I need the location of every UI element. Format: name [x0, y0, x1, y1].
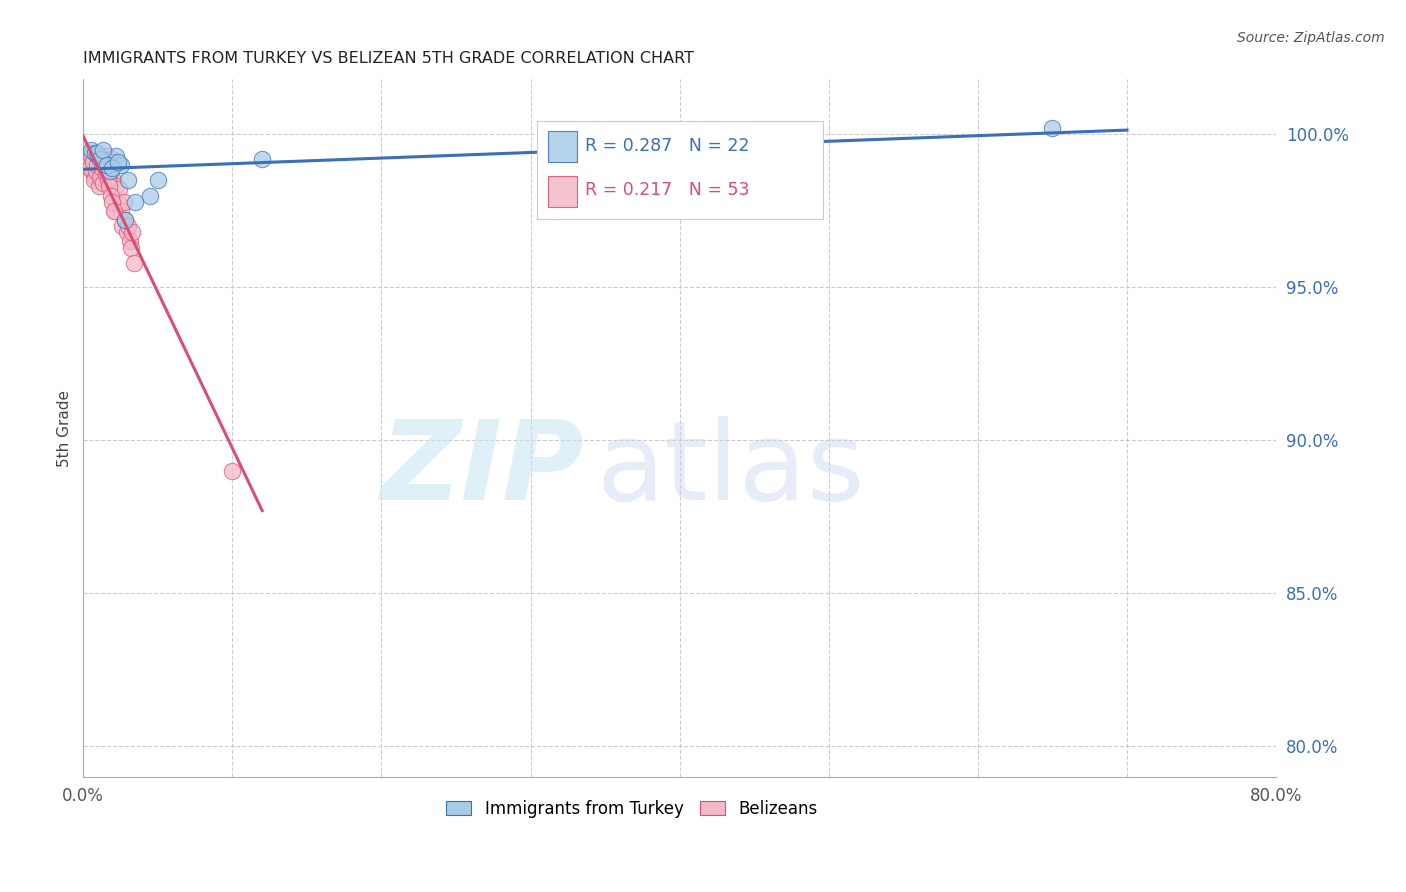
Point: [108, 182, 131, 196]
Point: [87, 179, 110, 194]
Point: [121, 225, 143, 239]
Point: [250, 152, 273, 166]
Point: [122, 256, 145, 270]
Point: [100, 161, 122, 175]
Point: [89, 149, 111, 163]
Text: IMMIGRANTS FROM TURKEY VS BELIZEAN 5TH GRADE CORRELATION CHART: IMMIGRANTS FROM TURKEY VS BELIZEAN 5TH G…: [83, 51, 695, 66]
Point: [90, 173, 112, 187]
Point: [105, 179, 128, 194]
Point: [82, 164, 104, 178]
Point: [84, 170, 107, 185]
Point: [114, 213, 136, 227]
Point: [77, 155, 100, 169]
Point: [96, 167, 118, 181]
Point: [110, 158, 132, 172]
Point: [84, 145, 107, 160]
Point: [114, 213, 136, 227]
Y-axis label: 5th Grade: 5th Grade: [58, 390, 72, 467]
Point: [94, 158, 117, 172]
Point: [86, 145, 108, 160]
Point: [93, 167, 115, 181]
Point: [117, 173, 139, 187]
Point: [86, 158, 108, 172]
Point: [107, 155, 129, 169]
Point: [1042, 121, 1064, 136]
Point: [101, 155, 124, 169]
Point: [75, 158, 97, 172]
Point: [94, 155, 117, 169]
Point: [84, 164, 107, 178]
Point: [80, 149, 103, 163]
Point: [80, 145, 103, 160]
Point: [115, 225, 138, 239]
Point: [90, 161, 112, 175]
Point: [89, 152, 111, 166]
Point: [76, 149, 98, 163]
Point: [105, 149, 128, 163]
Point: [107, 194, 129, 209]
Point: [112, 194, 135, 209]
Point: [91, 143, 114, 157]
Point: [221, 464, 243, 478]
Point: [90, 152, 112, 166]
Point: [93, 177, 115, 191]
Point: [97, 173, 120, 187]
Legend: Immigrants from Turkey, Belizeans: Immigrants from Turkey, Belizeans: [440, 793, 824, 824]
Point: [101, 173, 124, 187]
Point: [87, 149, 110, 163]
Text: ZIP: ZIP: [381, 417, 585, 524]
Point: [86, 158, 108, 172]
Point: [96, 158, 118, 172]
Point: [110, 203, 132, 218]
Point: [76, 152, 98, 166]
Point: [98, 167, 121, 181]
Point: [97, 161, 120, 175]
Point: [124, 194, 146, 209]
Point: [98, 164, 121, 178]
Point: [83, 152, 105, 166]
Point: [80, 143, 103, 157]
Point: [100, 152, 122, 166]
Point: [98, 179, 121, 194]
Point: [104, 203, 127, 218]
Point: [82, 155, 104, 169]
Point: [77, 158, 100, 172]
Text: Source: ZipAtlas.com: Source: ZipAtlas.com: [1237, 31, 1385, 45]
Point: [96, 149, 118, 163]
Point: [111, 219, 134, 234]
Point: [94, 158, 117, 172]
Point: [117, 219, 139, 234]
Point: [83, 173, 105, 187]
Point: [118, 235, 141, 249]
Text: atlas: atlas: [596, 417, 865, 524]
Point: [146, 173, 169, 187]
Point: [139, 188, 162, 202]
Point: [100, 188, 122, 202]
Point: [87, 164, 110, 178]
Point: [91, 158, 114, 172]
Point: [89, 170, 111, 185]
Point: [79, 161, 101, 175]
Point: [120, 241, 142, 255]
Point: [103, 203, 125, 218]
Point: [101, 194, 124, 209]
